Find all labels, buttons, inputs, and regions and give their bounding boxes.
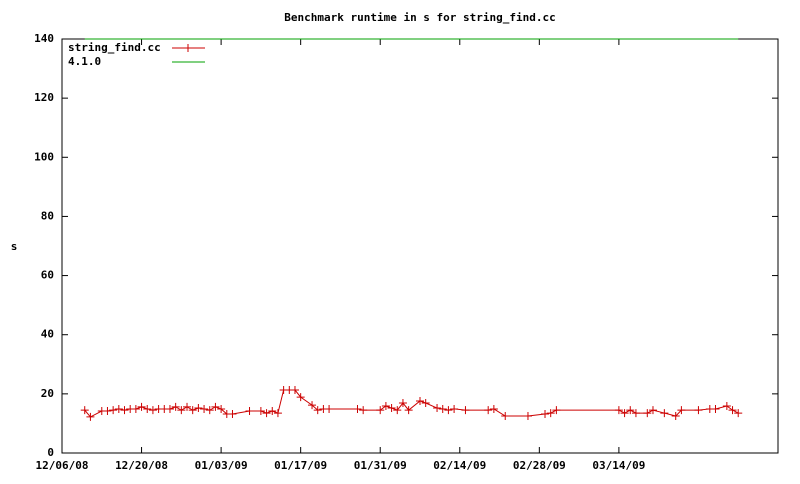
x-tick-label: 01/03/09 [195, 459, 248, 472]
point-marker [148, 406, 157, 415]
x-tick-label: 02/14/09 [433, 459, 486, 472]
point-marker [194, 404, 203, 413]
point-marker [734, 409, 743, 418]
y-tick-label: 80 [41, 209, 54, 222]
point-marker [387, 404, 396, 413]
point-marker [631, 409, 640, 418]
y-tick-label: 0 [47, 446, 54, 459]
legend-label: 4.1.0 [68, 55, 101, 68]
point-marker [256, 407, 265, 416]
point-marker [109, 406, 118, 415]
point-marker [296, 393, 305, 402]
point-marker [552, 406, 561, 415]
point-marker [438, 404, 447, 413]
point-marker [381, 401, 390, 410]
y-tick-label: 140 [34, 32, 54, 45]
y-tick-label: 20 [41, 387, 54, 400]
point-marker [200, 404, 209, 413]
point-marker [183, 402, 192, 411]
point-marker [262, 409, 271, 418]
point-marker [648, 406, 657, 415]
point-marker [165, 404, 174, 413]
point-marker [177, 406, 186, 415]
y-axis-label: s [11, 240, 18, 253]
point-marker [444, 406, 453, 415]
point-marker [501, 412, 510, 421]
x-tick-label: 01/31/09 [354, 459, 407, 472]
point-marker [416, 396, 424, 405]
point-marker [143, 404, 152, 413]
point-marker [711, 404, 720, 413]
point-marker [398, 399, 407, 408]
y-tick-label: 40 [41, 328, 54, 341]
point-marker [489, 404, 498, 413]
x-tick-label: 12/20/08 [115, 459, 168, 472]
point-marker [433, 404, 442, 413]
point-marker [205, 406, 214, 415]
point-marker [484, 406, 493, 415]
point-marker [80, 406, 89, 415]
point-marker [376, 406, 385, 415]
point-marker [245, 407, 254, 416]
y-tick-label: 60 [41, 269, 54, 282]
point-marker [137, 402, 146, 411]
x-tick-label: 02/28/09 [513, 459, 566, 472]
point-marker [171, 402, 180, 411]
x-tick-label: 12/06/08 [36, 459, 89, 472]
point-marker [546, 409, 555, 418]
point-marker [722, 401, 731, 410]
point-marker [131, 404, 140, 413]
point-marker [461, 406, 470, 415]
point-marker [671, 412, 680, 421]
legend-label: string_find.cc [68, 41, 161, 54]
point-marker [523, 412, 532, 421]
y-tick-label: 100 [34, 150, 54, 163]
point-marker [290, 386, 299, 395]
point-marker [694, 406, 703, 415]
point-marker [353, 404, 362, 413]
point-marker [626, 406, 635, 415]
x-tick-label: 01/17/09 [274, 459, 327, 472]
point-marker [620, 409, 629, 418]
point-marker [325, 404, 334, 413]
x-tick-label: 03/14/09 [592, 459, 645, 472]
point-marker [188, 406, 197, 415]
y-tick-label: 120 [34, 91, 54, 104]
point-marker [421, 399, 430, 408]
point-marker [728, 406, 737, 415]
chart-title: Benchmark runtime in s for string_find.c… [284, 11, 556, 24]
point-marker [660, 409, 669, 418]
point-marker [86, 412, 95, 421]
point-marker [103, 407, 112, 416]
point-marker [211, 402, 220, 411]
point-marker [393, 406, 402, 415]
point-marker [359, 406, 368, 415]
point-marker [268, 407, 277, 416]
point-marker [313, 406, 322, 415]
legend-marker [184, 44, 192, 52]
point-marker [273, 409, 282, 418]
point-marker [541, 409, 550, 418]
point-marker [114, 404, 123, 413]
point-marker [614, 406, 623, 415]
point-marker [404, 406, 413, 415]
point-marker [643, 409, 652, 418]
point-marker [120, 406, 129, 415]
point-marker [308, 401, 317, 410]
point-marker [450, 404, 459, 413]
point-marker [228, 409, 237, 418]
point-marker [217, 404, 226, 413]
point-marker [677, 406, 686, 415]
